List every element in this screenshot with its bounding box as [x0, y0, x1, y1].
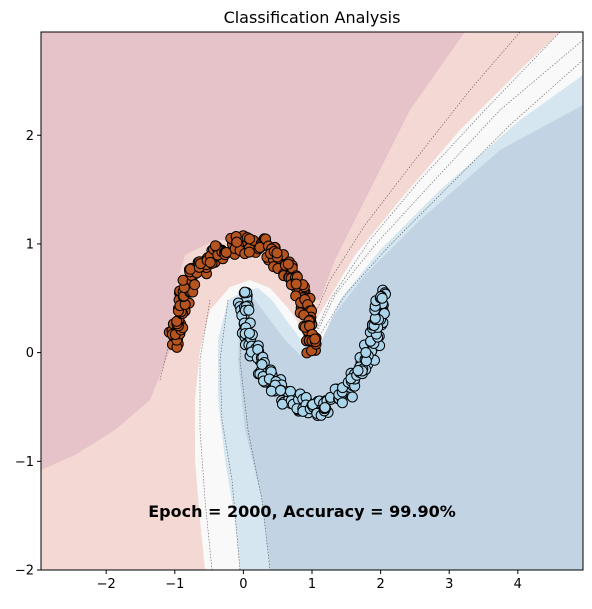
y-tick-label: 1: [26, 237, 34, 252]
class-0-point: [282, 258, 294, 270]
axis-ticks: −2 −1 0 1 2 3 4 −2 −1 0 1 2: [15, 129, 522, 592]
y-tick-label: 2: [26, 129, 34, 144]
class-1-point: [376, 292, 388, 304]
class-1-point: [346, 391, 358, 403]
class-0-point: [189, 279, 201, 291]
class-0-point: [231, 236, 243, 248]
class-1-point: [243, 327, 255, 339]
class-1-point: [319, 402, 331, 414]
class-1-point: [275, 384, 287, 396]
y-tick-label: −1: [15, 455, 34, 470]
class-1-point: [243, 304, 255, 316]
class-0-point: [243, 246, 255, 258]
contour-line: [311, 32, 561, 341]
class-0-point: [204, 256, 216, 268]
class-1-point: [284, 385, 296, 397]
class-1-point: [336, 397, 348, 409]
class-1-point: [352, 365, 364, 377]
x-tick-label: 4: [514, 577, 522, 592]
scatter-points: [163, 230, 391, 421]
contour-line: [219, 299, 241, 570]
class-1-point: [265, 385, 277, 397]
contour-line: [319, 59, 583, 336]
class-0-point: [309, 333, 321, 345]
class-0-point: [244, 233, 256, 245]
class-0-point: [290, 278, 302, 290]
contour-line: [317, 39, 583, 331]
class-1-point: [239, 286, 251, 298]
class-1-point: [256, 358, 268, 370]
contour-line: [307, 32, 521, 331]
x-tick-label: 2: [376, 577, 384, 592]
x-tick-label: −2: [97, 577, 116, 592]
chart-annotation: Epoch = 2000, Accuracy = 99.90%: [148, 502, 456, 521]
x-tick-label: 1: [308, 577, 316, 592]
class-1-point: [360, 346, 372, 358]
x-tick-label: 0: [239, 577, 247, 592]
x-tick-label: 3: [445, 577, 453, 592]
y-tick-label: −2: [15, 564, 34, 579]
region-red-deep: [41, 32, 465, 470]
class-0-point: [209, 240, 221, 252]
chart-title: Classification Analysis: [224, 8, 401, 27]
class-0-point: [271, 247, 283, 259]
y-tick-label: 0: [26, 346, 34, 361]
x-tick-label: −1: [165, 577, 184, 592]
